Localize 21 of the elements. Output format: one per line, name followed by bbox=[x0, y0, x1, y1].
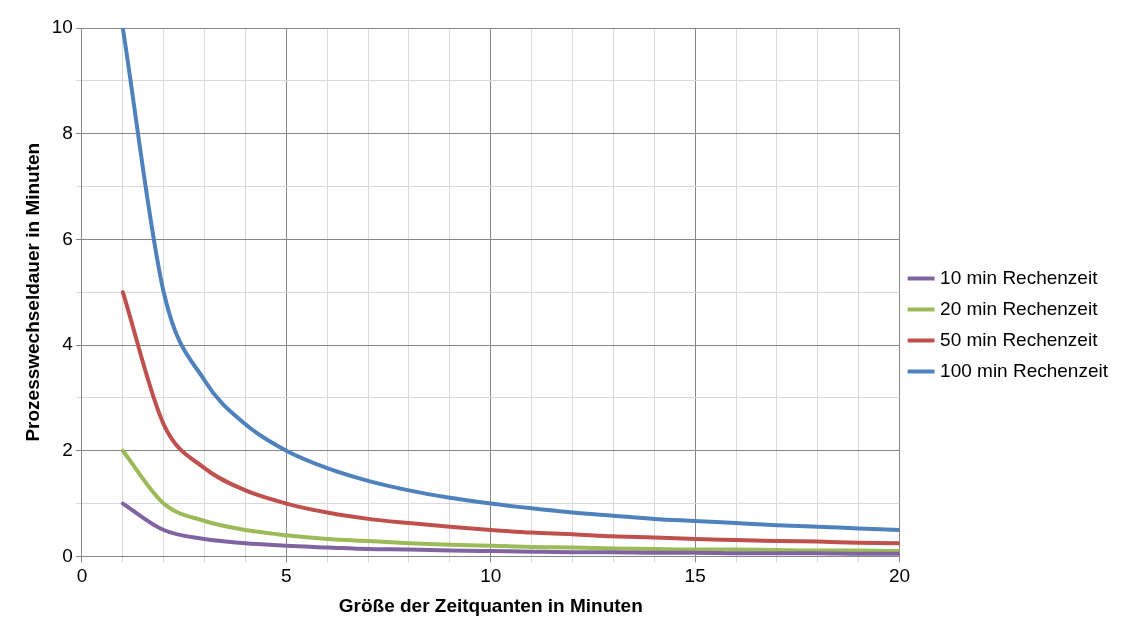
y-tick-label: 2 bbox=[62, 438, 73, 460]
y-axis-title: Prozesswechseldauer in Minuten bbox=[21, 142, 43, 442]
y-tick-label: 0 bbox=[62, 544, 73, 566]
legend-label: 20 min Rechenzeit bbox=[940, 297, 1099, 319]
line-series bbox=[120, 28, 900, 532]
legend-label: 100 min Rechenzeit bbox=[940, 359, 1109, 381]
x-tick-label: 5 bbox=[281, 565, 292, 587]
y-tick-label: 6 bbox=[62, 227, 73, 249]
line-series bbox=[120, 448, 900, 554]
y-tick-label: 8 bbox=[62, 121, 73, 143]
y-tick-label: 4 bbox=[62, 333, 74, 355]
legend-label: 50 min Rechenzeit bbox=[940, 328, 1099, 350]
y-tick-label: 10 bbox=[51, 16, 73, 38]
line-series bbox=[120, 501, 900, 556]
x-tick-label: 10 bbox=[480, 565, 502, 587]
line-series bbox=[120, 290, 900, 546]
legend-label: 10 min Rechenzeit bbox=[940, 266, 1099, 288]
x-tick-label: 0 bbox=[76, 565, 88, 587]
x-tick-label: 20 bbox=[889, 565, 911, 587]
x-tick-label: 15 bbox=[684, 565, 706, 587]
x-axis-title: Größe der Zeitquanten in Minuten bbox=[338, 594, 643, 616]
